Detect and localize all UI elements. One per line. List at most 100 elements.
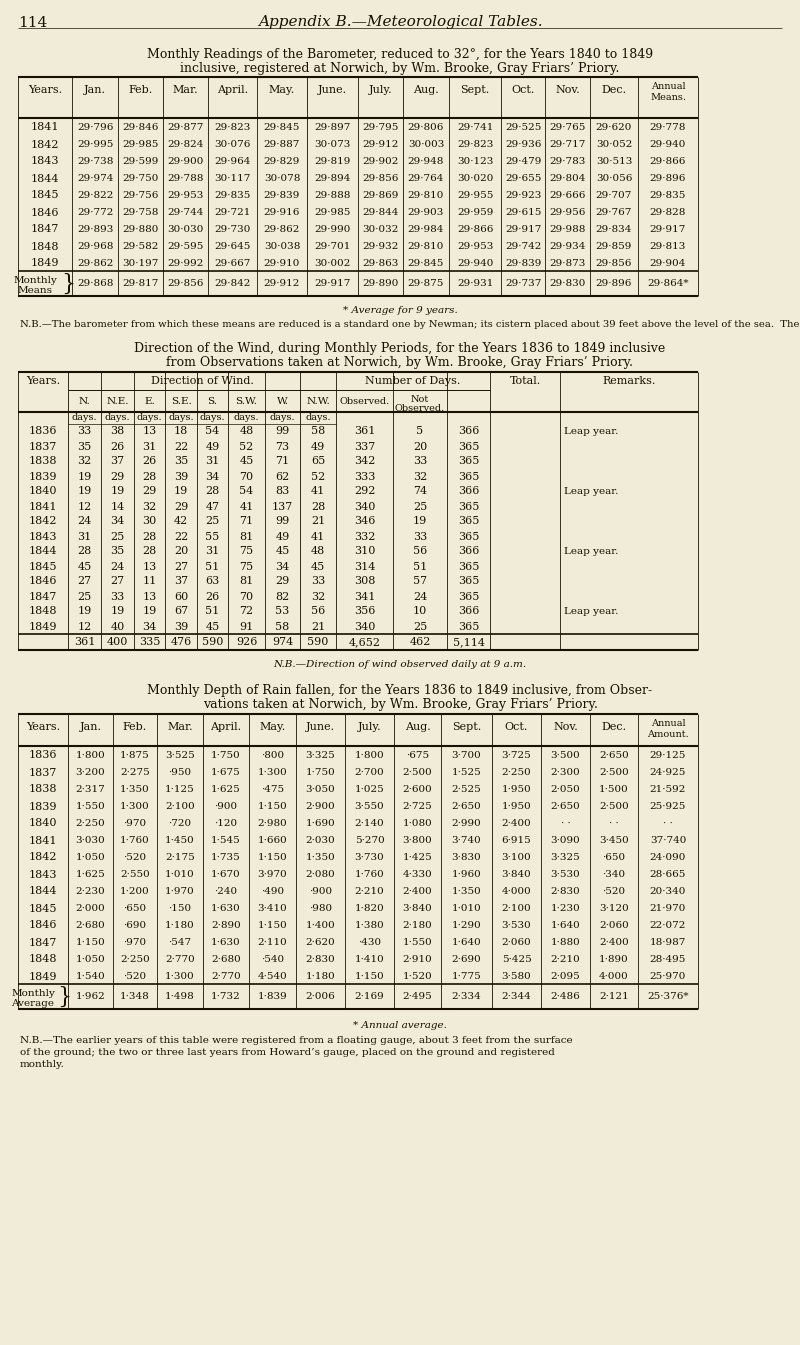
Text: 1·960: 1·960 <box>452 870 482 880</box>
Text: 29·765: 29·765 <box>550 122 586 132</box>
Text: 29·767: 29·767 <box>596 208 632 217</box>
Text: vations taken at Norwich, by Wm. Brooke, Gray Friars’ Priory.: vations taken at Norwich, by Wm. Brooke,… <box>202 698 598 712</box>
Text: 5·270: 5·270 <box>354 837 384 845</box>
Text: 2·250: 2·250 <box>120 955 150 964</box>
Text: 29·903: 29·903 <box>408 208 444 217</box>
Text: Dec.: Dec. <box>602 85 626 95</box>
Text: days.: days. <box>234 413 259 422</box>
Text: of the ground; the two or three last years from Howard’s gauge, placed on the gr: of the ground; the two or three last yea… <box>20 1048 555 1057</box>
Text: 29·666: 29·666 <box>550 191 586 200</box>
Text: 29·940: 29·940 <box>457 260 493 268</box>
Text: 24: 24 <box>413 592 427 601</box>
Text: 2·680: 2·680 <box>76 921 106 929</box>
Text: 52: 52 <box>239 441 254 452</box>
Text: 19: 19 <box>78 607 92 616</box>
Text: 54: 54 <box>206 426 220 437</box>
Text: 29·923: 29·923 <box>505 191 541 200</box>
Text: S.W.: S.W. <box>235 397 258 405</box>
Text: ·430: ·430 <box>358 937 381 947</box>
Text: 34: 34 <box>142 621 157 632</box>
Text: 71: 71 <box>275 456 290 467</box>
Text: 1848: 1848 <box>30 242 59 252</box>
Text: 29·655: 29·655 <box>505 174 541 183</box>
Text: N.B.—The earlier years of this table were registered from a floating gauge, abou: N.B.—The earlier years of this table wer… <box>20 1036 573 1045</box>
Text: 366: 366 <box>458 426 479 437</box>
Text: 1836: 1836 <box>29 426 58 437</box>
Text: monthly.: monthly. <box>20 1060 65 1069</box>
Text: 29·912: 29·912 <box>264 278 300 288</box>
Text: 73: 73 <box>275 441 290 452</box>
Text: 29·783: 29·783 <box>550 157 586 165</box>
Text: 1845: 1845 <box>29 904 58 913</box>
Text: 1·300: 1·300 <box>165 972 195 981</box>
Text: 29·862: 29·862 <box>264 225 300 234</box>
Text: 29·717: 29·717 <box>550 140 586 149</box>
Text: 1843: 1843 <box>29 531 58 542</box>
Text: 29·804: 29·804 <box>550 174 586 183</box>
Text: · ·: · · <box>663 819 673 829</box>
Text: 1·300: 1·300 <box>120 802 150 811</box>
Text: 29·953: 29·953 <box>457 242 493 252</box>
Text: Jan.: Jan. <box>84 85 106 95</box>
Text: ·120: ·120 <box>214 819 238 829</box>
Text: 29·525: 29·525 <box>505 122 541 132</box>
Text: 1·200: 1·200 <box>120 886 150 896</box>
Text: 30: 30 <box>142 516 157 526</box>
Text: 341: 341 <box>354 592 375 601</box>
Text: E.: E. <box>144 397 155 405</box>
Text: 29·856: 29·856 <box>167 278 204 288</box>
Text: 3·500: 3·500 <box>550 751 580 760</box>
Text: 2·700: 2·700 <box>354 768 384 777</box>
Text: Leap year.: Leap year. <box>564 426 618 436</box>
Text: 1·775: 1·775 <box>452 972 482 981</box>
Text: 25·970: 25·970 <box>650 972 686 981</box>
Text: 29·667: 29·667 <box>214 260 250 268</box>
Text: 1·545: 1·545 <box>211 837 241 845</box>
Text: Nov.: Nov. <box>555 85 580 95</box>
Text: 1841: 1841 <box>29 502 58 511</box>
Text: 29·844: 29·844 <box>362 208 398 217</box>
Text: 29·822: 29·822 <box>77 191 113 200</box>
Text: 29·869: 29·869 <box>362 191 398 200</box>
Text: 3·840: 3·840 <box>402 904 432 913</box>
Text: 30·003: 30·003 <box>408 140 444 149</box>
Text: 41: 41 <box>311 531 325 542</box>
Text: 3·830: 3·830 <box>452 853 482 862</box>
Text: 29·988: 29·988 <box>550 225 586 234</box>
Text: 65: 65 <box>311 456 325 467</box>
Text: 29·897: 29·897 <box>314 122 350 132</box>
Text: Remarks.: Remarks. <box>602 377 656 386</box>
Text: 1838: 1838 <box>29 784 58 795</box>
Text: 29·863: 29·863 <box>362 260 398 268</box>
Text: 3·090: 3·090 <box>550 837 580 845</box>
Text: Number of Days.: Number of Days. <box>366 377 461 386</box>
Text: 29·953: 29·953 <box>167 191 204 200</box>
Text: 137: 137 <box>272 502 293 511</box>
Text: 28: 28 <box>142 472 157 482</box>
Text: 1·970: 1·970 <box>165 886 195 896</box>
Text: 51: 51 <box>206 561 220 572</box>
Text: 29·845: 29·845 <box>264 122 300 132</box>
Text: 2·334: 2·334 <box>452 993 482 1001</box>
Text: 2·486: 2·486 <box>550 993 580 1001</box>
Text: 361: 361 <box>74 638 95 647</box>
Text: 24·925: 24·925 <box>650 768 686 777</box>
Text: 29·868: 29·868 <box>77 278 113 288</box>
Text: ·150: ·150 <box>169 904 191 913</box>
Text: 1·760: 1·760 <box>354 870 384 880</box>
Text: 30·513: 30·513 <box>596 157 632 165</box>
Text: Direction of Wind.: Direction of Wind. <box>150 377 254 386</box>
Text: 48: 48 <box>239 426 254 437</box>
Text: Aug.: Aug. <box>413 85 439 95</box>
Text: 1·890: 1·890 <box>599 955 629 964</box>
Text: 56: 56 <box>311 607 325 616</box>
Text: ·520: ·520 <box>123 972 146 981</box>
Text: 45: 45 <box>311 561 325 572</box>
Text: 1·550: 1·550 <box>76 802 106 811</box>
Text: 29·835: 29·835 <box>214 191 250 200</box>
Text: 13: 13 <box>142 592 157 601</box>
Text: 2·830: 2·830 <box>550 886 580 896</box>
Text: 29·582: 29·582 <box>122 242 158 252</box>
Text: 22: 22 <box>174 441 188 452</box>
Text: 30·002: 30·002 <box>314 260 350 268</box>
